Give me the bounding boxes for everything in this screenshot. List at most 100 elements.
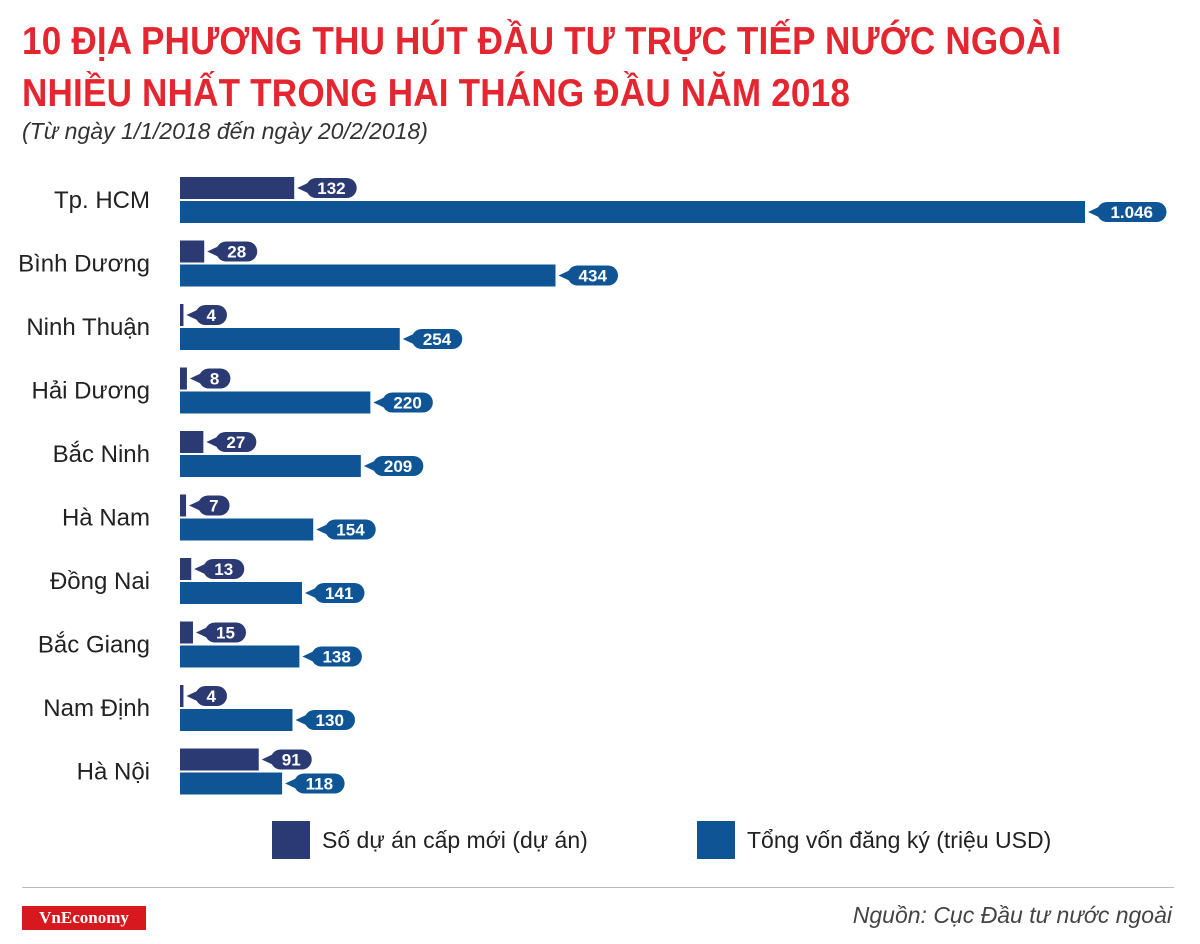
projects-label-0: 132 (297, 178, 357, 198)
brand-logo: VnEconomy (22, 906, 146, 930)
projects-value-label: 8 (210, 370, 219, 389)
projects-value-label: 4 (206, 306, 216, 325)
capital-label-bg (311, 646, 362, 667)
capital-label-bg (1097, 202, 1167, 222)
capital-label-bg (294, 773, 345, 794)
capital-label-9: 118 (285, 773, 345, 794)
capital-bar (180, 772, 283, 795)
capital-label-6: 141 (304, 583, 365, 603)
projects-label-bg (195, 686, 227, 706)
projects-label-bg (198, 495, 230, 516)
projects-label-bg (195, 305, 227, 325)
projects-label-6: 13 (194, 559, 245, 579)
capital-bar (180, 645, 300, 668)
projects-label-3: 8 (189, 368, 231, 389)
title-line-1: 10 ĐỊA PHƯƠNG THU HÚT ĐẦU TƯ TRỰC TIẾP N… (22, 20, 1062, 63)
projects-value-label: 13 (214, 560, 233, 579)
capital-label-bg (372, 456, 424, 476)
capital-bar (180, 391, 371, 414)
projects-value-label: 4 (206, 687, 216, 706)
projects-value-label: 15 (216, 624, 235, 643)
category-label: Đồng Nai (50, 568, 150, 595)
projects-bar (180, 431, 204, 453)
capital-value-label: 434 (579, 267, 608, 286)
projects-label-bg (216, 241, 258, 262)
capital-value-label: 141 (325, 584, 353, 603)
projects-label-4: 27 (206, 432, 257, 452)
capital-bar (180, 709, 293, 731)
capital-value-label: 118 (306, 775, 333, 794)
capital-label-3: 220 (373, 392, 433, 413)
capital-label-bg (304, 710, 355, 730)
projects-bar (180, 240, 205, 263)
capital-label-8: 130 (295, 710, 355, 730)
chart-subtitle: (Từ ngày 1/1/2018 đến ngày 20/2/2018) (22, 118, 428, 144)
projects-label-7: 15 (195, 622, 246, 643)
legend-label-projects: Số dự án cấp mới (dự án) (322, 826, 588, 853)
projects-label-5: 7 (189, 495, 230, 516)
projects-label-bg (270, 749, 312, 770)
capital-value-label: 254 (423, 330, 452, 349)
projects-label-bg (203, 559, 245, 579)
projects-bar (180, 685, 184, 707)
legend-label-capital: Tổng vốn đăng ký (triệu USD) (747, 826, 1052, 853)
projects-bar (180, 621, 193, 644)
capital-label-0: 1.046 (1088, 202, 1167, 222)
category-label: Tp. HCM (54, 187, 150, 214)
capital-label-5: 154 (316, 519, 376, 540)
capital-value-label: 209 (384, 457, 412, 476)
source-note: Nguồn: Cục Đầu tư nước ngoài (852, 902, 1172, 928)
projects-label-1: 28 (207, 241, 258, 262)
capital-value-label: 1.046 (1110, 203, 1153, 222)
capital-value-label: 220 (393, 394, 421, 413)
capital-bar (180, 455, 361, 477)
projects-label-bg (204, 622, 246, 643)
legend-item-capital: Tổng vốn đăng ký (triệu USD) (697, 820, 1051, 860)
projects-bar (180, 177, 295, 199)
category-label: Hải Dương (31, 378, 150, 405)
projects-label-bg (306, 178, 357, 198)
projects-value-label: 7 (209, 497, 218, 516)
projects-bar (180, 367, 187, 390)
capital-value-label: 154 (336, 521, 365, 540)
legend-item-projects: Số dự án cấp mới (dự án) (272, 820, 588, 860)
capital-label-1: 434 (558, 265, 618, 286)
capital-label-bg (411, 329, 463, 349)
category-label: Nam Định (43, 695, 150, 722)
capital-bar (180, 518, 314, 541)
projects-label-2: 4 (186, 305, 227, 325)
projects-label-9: 91 (261, 749, 312, 770)
category-label: Hà Nam (62, 505, 150, 532)
footer-divider (22, 887, 1174, 888)
projects-bar (180, 304, 184, 326)
capital-bar (180, 328, 400, 350)
projects-value-label: 132 (317, 179, 345, 198)
category-label: Bắc Giang (38, 632, 150, 659)
capital-bar (180, 582, 302, 604)
capital-label-4: 209 (363, 456, 424, 476)
projects-value-label: 91 (282, 751, 301, 770)
capital-label-bg (325, 519, 376, 540)
projects-bar (180, 494, 187, 517)
capital-value-label: 130 (316, 711, 344, 730)
projects-value-label: 27 (226, 433, 245, 452)
capital-label-2: 254 (402, 329, 463, 349)
category-label: Ninh Thuận (26, 314, 150, 341)
capital-label-bg (567, 265, 618, 286)
projects-label-bg (198, 368, 231, 389)
capital-label-bg (382, 392, 433, 413)
projects-value-label: 28 (227, 243, 246, 262)
capital-bar (180, 264, 556, 287)
projects-bar (180, 558, 192, 580)
title-line-2: NHIỀU NHẤT TRONG HAI THÁNG ĐẦU NĂM 2018 (22, 72, 851, 115)
projects-label-8: 4 (186, 686, 227, 706)
capital-value-label: 138 (322, 648, 350, 667)
capital-label-bg (313, 583, 365, 603)
legend-swatch-projects (272, 821, 310, 859)
category-label: Hà Nội (77, 759, 150, 786)
capital-label-7: 138 (302, 646, 362, 667)
projects-bar (180, 748, 259, 771)
category-label: Bắc Ninh (53, 441, 150, 468)
capital-bar (180, 201, 1085, 223)
